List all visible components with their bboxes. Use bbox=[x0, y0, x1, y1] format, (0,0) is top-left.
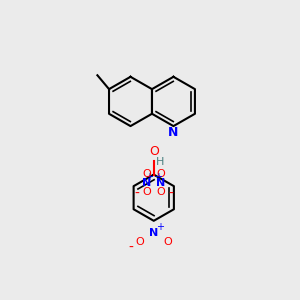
Text: O: O bbox=[142, 169, 151, 179]
Text: +: + bbox=[154, 172, 162, 182]
Text: N: N bbox=[168, 126, 178, 139]
Text: O: O bbox=[135, 237, 144, 248]
Text: +: + bbox=[145, 172, 153, 182]
Text: O: O bbox=[156, 188, 165, 197]
Text: +: + bbox=[156, 222, 164, 232]
Text: N: N bbox=[142, 178, 152, 188]
Text: N: N bbox=[149, 228, 158, 238]
Text: O: O bbox=[142, 188, 151, 197]
Text: -: - bbox=[168, 187, 173, 201]
Text: N: N bbox=[156, 178, 165, 188]
Text: -: - bbox=[128, 241, 133, 255]
Text: O: O bbox=[156, 169, 165, 179]
Text: O: O bbox=[149, 145, 159, 158]
Text: H: H bbox=[156, 158, 164, 167]
Text: O: O bbox=[163, 237, 172, 248]
Text: -: - bbox=[134, 187, 139, 201]
